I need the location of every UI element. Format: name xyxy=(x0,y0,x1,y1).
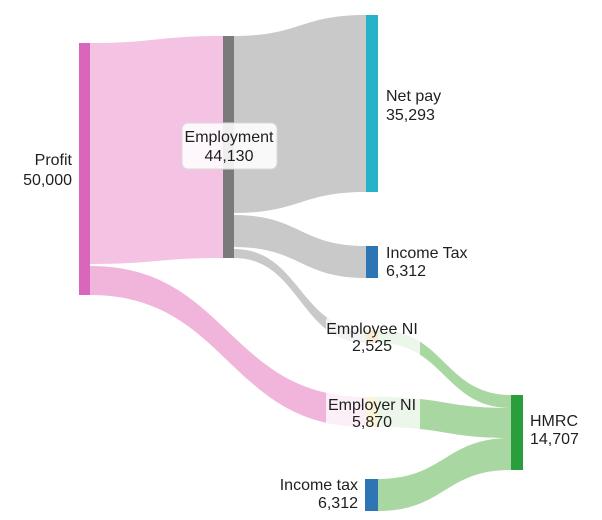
flow-employment-to-employee-ni xyxy=(234,249,366,343)
label-income-tax-top-value: 6,312 xyxy=(386,263,426,280)
node-net-pay xyxy=(366,15,378,192)
node-hmrc xyxy=(511,395,523,470)
label-box-employee-ni xyxy=(326,316,420,358)
label-income-tax-top-name: Income Tax xyxy=(386,245,468,262)
label-net-pay-value: 35,293 xyxy=(386,107,435,124)
label-employment-name: Employment xyxy=(185,129,274,146)
flow-employment-to-income-tax-top xyxy=(234,215,366,278)
label-profit-value: 50,000 xyxy=(23,172,72,189)
label-income-tax-bottom-name: Income tax xyxy=(280,477,358,494)
label-hmrc-value: 14,707 xyxy=(530,431,579,448)
flow-employment-to-net-pay xyxy=(234,15,366,213)
flow-income-tax-bottom-to-hmrc xyxy=(378,438,511,511)
label-employer-ni-value: 5,870 xyxy=(352,414,392,431)
label-box-employer-ni xyxy=(326,390,420,433)
label-employee-ni-name: Employee NI xyxy=(326,321,418,338)
node-income-tax-bottom xyxy=(365,479,378,511)
label-employment-value: 44,130 xyxy=(205,148,254,165)
label-employer-ni-name: Employer NI xyxy=(328,397,416,414)
label-employee-ni-value: 2,525 xyxy=(352,338,392,355)
sankey-labels: Profit 50,000 Employment 44,130 Net pay 35,29… xyxy=(23,88,579,512)
label-net-pay-name: Net pay xyxy=(386,88,441,105)
node-profit xyxy=(79,43,90,295)
flow-profit-to-employer-ni xyxy=(90,266,366,427)
node-income-tax-top xyxy=(366,246,378,278)
flow-profit-to-employment xyxy=(90,36,223,264)
sankey-links xyxy=(90,15,511,511)
label-profit-name: Profit xyxy=(35,152,73,169)
label-box-employment xyxy=(181,122,278,170)
label-income-tax-bottom-value: 6,312 xyxy=(318,495,358,512)
label-hmrc-name: HMRC xyxy=(530,413,578,430)
